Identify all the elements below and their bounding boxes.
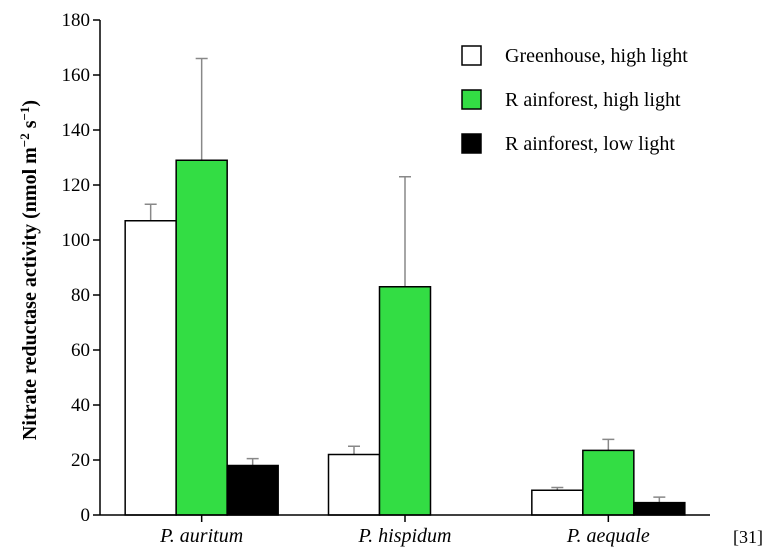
legend-swatch xyxy=(461,89,482,110)
bar xyxy=(633,501,686,516)
y-tick-label: 60 xyxy=(71,340,90,361)
bars-layer xyxy=(124,57,686,516)
bar xyxy=(531,489,584,516)
y-tick-label: 180 xyxy=(62,10,91,31)
bar xyxy=(175,159,228,516)
y-axis-title: Nitrate reductase activity (nmol m−2 s−1… xyxy=(17,100,42,440)
bar xyxy=(327,453,381,516)
bar xyxy=(582,449,635,516)
y-tick-label: 40 xyxy=(71,395,90,416)
y-tick-label: 120 xyxy=(62,175,91,196)
y-tick-label: 20 xyxy=(71,450,90,471)
legend-swatch xyxy=(461,45,482,66)
bar xyxy=(124,220,177,516)
axes: 0 20 40 60 80 100 120 140 160 180 P. auritum P. his… xyxy=(62,10,710,547)
legend-label: Greenhouse, high light xyxy=(505,45,688,67)
legend-label: R ainforest, low light xyxy=(505,133,675,155)
y-tick-label: 80 xyxy=(71,285,90,306)
x-tick-label: P. hispidum xyxy=(358,525,452,547)
bar xyxy=(226,464,279,516)
y-tick-label: 100 xyxy=(62,230,91,251)
y-tick-label: 140 xyxy=(62,120,91,141)
y-tick-label: 160 xyxy=(62,65,91,86)
y-tick-label: 0 xyxy=(81,505,91,526)
x-tick-label: P. aequale xyxy=(566,525,650,547)
bar xyxy=(378,286,432,516)
legend: Greenhouse, high light R ainforest, high … xyxy=(461,45,688,155)
x-tick-label: P. auritum xyxy=(159,525,243,547)
legend-swatch xyxy=(461,133,482,154)
reference-label: [31] xyxy=(733,527,763,547)
legend-label: R ainforest, high light xyxy=(505,89,681,111)
